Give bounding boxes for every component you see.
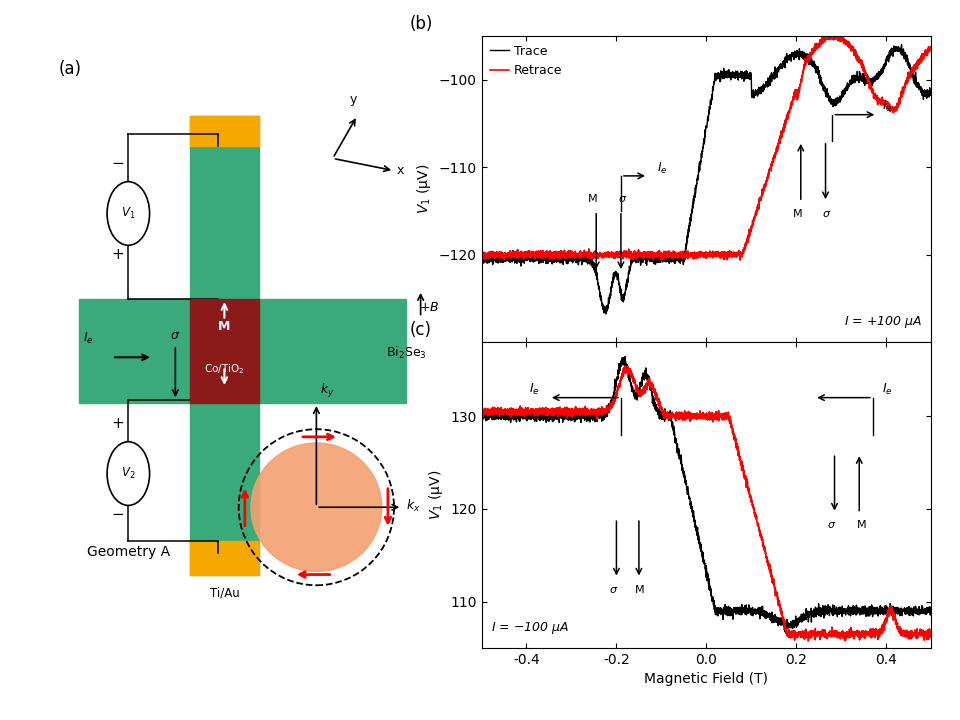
Retrace [925,46,937,55]
Text: +: + [111,415,125,431]
Retrace [648,387,660,395]
Retrace [917,628,928,636]
Text: M: M [635,585,644,595]
Line: Retrace: Retrace [482,32,931,260]
Trace [527,412,539,420]
Y-axis label: $V_1$ (μV): $V_1$ (μV) [426,469,444,521]
Trace [554,258,565,267]
Text: (a): (a) [59,60,82,78]
Retrace [734,256,746,264]
Retrace [668,246,680,255]
Bar [190,116,259,146]
Text: $\sigma$: $\sigma$ [822,209,831,219]
Text: −: − [111,156,125,171]
Retrace [869,91,880,99]
Text: (b): (b) [410,15,433,33]
Retrace [476,405,488,414]
Trace [619,352,631,361]
Trace [476,253,488,262]
Circle shape [108,181,150,246]
Retrace [803,636,814,645]
Text: Bi$_2$Se$_3$: Bi$_2$Se$_3$ [386,345,426,361]
Legend: Trace, Retrace: Trace, Retrace [488,42,565,79]
Bar [80,300,406,403]
Retrace [832,28,844,37]
Text: M: M [588,194,597,204]
Text: y: y [349,94,357,107]
Retrace [476,253,488,262]
Text: $I_e$: $I_e$ [529,382,540,397]
Text: $I_e$: $I_e$ [657,161,667,176]
Trace [648,396,660,405]
Text: $I_e$: $I_e$ [881,99,893,114]
Retrace [527,252,539,261]
Bar [190,541,259,575]
Text: Co/TiO$_2$: Co/TiO$_2$ [204,363,245,377]
Trace [668,255,680,264]
Text: M: M [793,209,803,219]
Trace [869,603,880,611]
Text: Ti/Au: Ti/Au [209,586,239,600]
Text: $k_x$: $k_x$ [406,498,420,514]
Trace [917,86,928,95]
Bar [190,300,259,403]
Text: +$B$: +$B$ [419,302,439,315]
Retrace [648,251,660,259]
Y-axis label: $V_1$ (μV): $V_1$ (μV) [415,163,433,215]
Text: +: + [111,248,125,262]
Text: M: M [856,520,866,530]
Trace [925,88,937,96]
Trace [668,423,680,431]
Trace [476,415,488,423]
Trace [868,75,879,84]
Ellipse shape [251,443,382,572]
Text: $I$ = +100 μA: $I$ = +100 μA [844,314,923,330]
Retrace [527,405,539,413]
Retrace [554,249,565,258]
Text: $I$ = −100 μA: $I$ = −100 μA [491,620,568,636]
X-axis label: Magnetic Field (T): Magnetic Field (T) [644,672,768,686]
Text: x: x [396,163,404,176]
Text: Geometry A: Geometry A [87,545,171,559]
Text: $k_y$: $k_y$ [321,382,335,400]
Retrace [554,405,565,414]
Bar [190,116,259,575]
Text: $I_e$: $I_e$ [84,331,94,346]
Trace [917,607,928,616]
Retrace [917,53,928,61]
Trace [925,605,937,613]
Trace [600,310,612,318]
Text: (c): (c) [410,321,432,339]
Text: $V_1$: $V_1$ [121,206,135,221]
Trace [896,40,907,49]
Text: $I_e$: $I_e$ [881,382,893,397]
Line: Trace: Trace [482,45,931,314]
Line: Trace: Trace [482,356,931,632]
Text: $\sigma$: $\sigma$ [827,520,836,530]
Text: M: M [218,320,230,333]
Trace [554,413,565,421]
Retrace [869,628,880,636]
Text: $V_2$: $V_2$ [121,466,135,481]
Text: −: − [111,508,125,523]
Circle shape [108,442,150,505]
Text: $\sigma$: $\sigma$ [170,329,180,343]
Trace [527,254,539,263]
Text: $\sigma$: $\sigma$ [618,194,628,204]
Retrace [925,631,937,640]
Line: Retrace: Retrace [482,366,931,641]
Retrace [619,361,631,370]
Trace [780,628,791,636]
Text: $\sigma$: $\sigma$ [609,585,618,595]
Trace [648,259,660,268]
Retrace [668,412,680,420]
